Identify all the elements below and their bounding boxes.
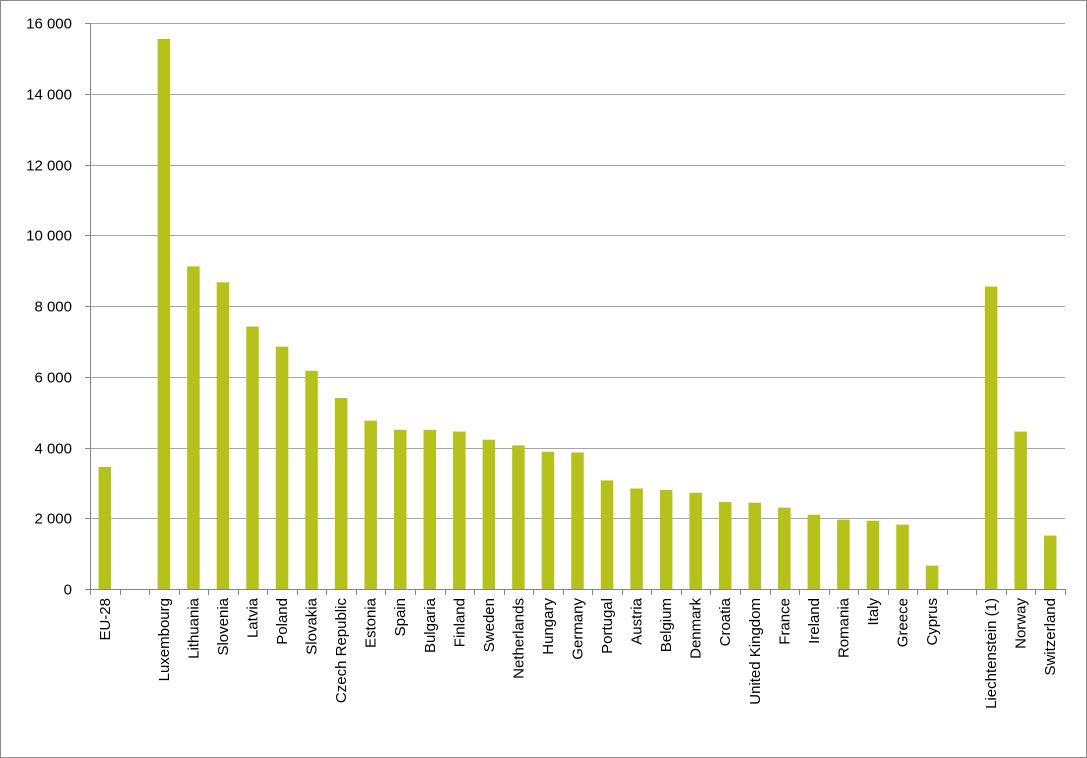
bar-netherlands (512, 445, 525, 589)
bar-cyprus (925, 565, 939, 589)
x-category-label: Austria (629, 597, 646, 644)
x-category-label: Italy (865, 598, 882, 626)
y-tick-label: 0 (64, 582, 72, 599)
y-tick-label: 6 000 (34, 370, 72, 387)
y-tick-label: 12 000 (26, 158, 72, 175)
bar-luxembourg (157, 38, 171, 590)
x-category-label: Liechtenstein (1) (983, 598, 1000, 709)
x-category-label: France (776, 598, 793, 645)
bar-liechtenstein-1 (984, 286, 998, 589)
bar-belgium (659, 489, 673, 589)
x-category-label: Germany (570, 598, 587, 660)
bar-finland (453, 431, 466, 589)
x-category-label: Greece (895, 598, 912, 647)
x-category-label: United Kingdom (747, 598, 764, 705)
bar-romania (837, 519, 850, 589)
x-category-label: Sweden (481, 598, 498, 652)
x-category-label: Denmark (688, 598, 705, 659)
x-category-label: Luxembourg (156, 598, 173, 681)
x-category-label: Slovenia (215, 597, 232, 655)
bar-slovakia (305, 370, 318, 589)
x-category-label: Lithuania (185, 597, 202, 659)
x-category-label: Netherlands (510, 598, 527, 679)
bar-hungary (541, 451, 555, 589)
bar-slovenia (216, 282, 230, 589)
bar-italy (866, 520, 880, 589)
bar-croatia (718, 501, 732, 589)
bar-estonia (364, 420, 377, 589)
bar-spain (393, 429, 407, 589)
y-tick-label: 4 000 (34, 441, 72, 458)
bar-eu-28 (98, 466, 112, 589)
x-category-label: Croatia (717, 597, 734, 646)
y-axis-tick-labels: 0 2 000 4 000 6 000 8 000 10 000 12 000 14 000 1… (26, 16, 90, 599)
bar-united-kingdom (748, 502, 762, 589)
x-category-label: Norway (1013, 598, 1030, 649)
x-category-label: Portugal (599, 598, 616, 654)
x-category-label: Hungary (540, 598, 557, 655)
x-category-label: Spain (392, 598, 409, 636)
y-tick-label: 2 000 (34, 511, 72, 528)
y-tick-label: 10 000 (26, 228, 72, 245)
bar-austria (630, 488, 643, 589)
bar-norway (1014, 431, 1027, 589)
y-tick-label: 16 000 (26, 16, 72, 33)
bar-sweden (482, 439, 496, 589)
x-category-label: Ireland (806, 598, 823, 644)
bar-latvia (246, 326, 259, 589)
axes (90, 23, 1066, 595)
x-category-label: Estonia (363, 597, 380, 648)
bar-ireland (807, 514, 821, 589)
x-category-label: Belgium (658, 598, 675, 652)
x-axis-category-labels: EU-28 Luxembourg Lithuania Slovenia Latvia Po… (97, 597, 1059, 709)
x-category-label: Poland (274, 598, 291, 645)
y-tick-label: 8 000 (34, 299, 72, 316)
bar-france (778, 507, 791, 589)
x-category-label: Finland (451, 598, 468, 647)
bar-denmark (689, 492, 702, 589)
bar-greece (896, 524, 909, 589)
bar-czech-republic (334, 397, 348, 589)
bar-bulgaria (423, 429, 437, 589)
x-category-label: Slovakia (304, 597, 321, 654)
bar-germany (571, 452, 584, 589)
x-category-label: Switzerland (1042, 598, 1059, 676)
x-category-label: Cyprus (924, 598, 941, 646)
x-category-label: Bulgaria (422, 597, 439, 653)
bar-lithuania (187, 266, 200, 589)
bar-poland (275, 346, 289, 589)
x-category-label: Latvia (245, 597, 262, 638)
gridlines (90, 23, 1065, 519)
x-category-label: EU-28 (97, 598, 114, 641)
bar-portugal (600, 480, 614, 589)
bar-switzerland (1043, 535, 1057, 589)
x-category-label: Czech Republic (333, 598, 350, 704)
bars (98, 38, 1057, 590)
y-tick-label: 14 000 (26, 87, 72, 104)
x-category-label: Romania (835, 597, 852, 658)
